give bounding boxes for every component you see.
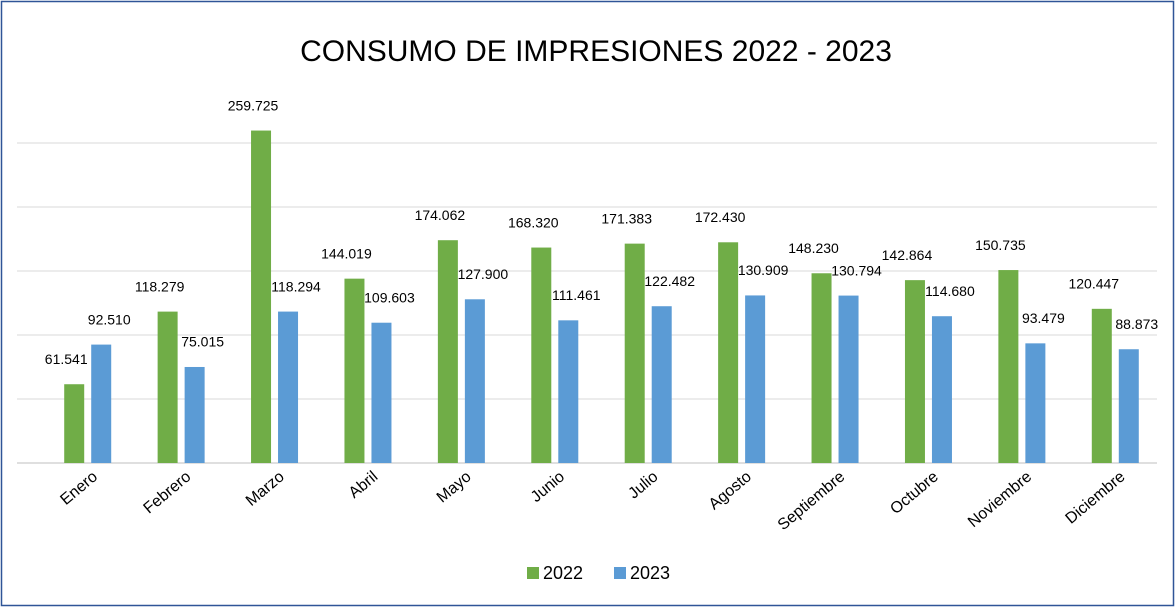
bar <box>91 344 112 463</box>
bar <box>371 322 392 463</box>
data-label: 127.900 <box>458 266 509 282</box>
bar <box>464 299 485 463</box>
data-label: 130.794 <box>831 262 882 278</box>
bar <box>64 384 85 463</box>
data-label: 168.320 <box>508 214 559 230</box>
data-label: 88.873 <box>1115 316 1158 332</box>
legend-label: 2022 <box>543 563 583 583</box>
data-label: 150.735 <box>975 237 1026 253</box>
data-label: 142.864 <box>882 247 933 263</box>
data-label: 92.510 <box>88 311 131 327</box>
data-label: 122.482 <box>644 273 695 289</box>
bar <box>1118 349 1139 463</box>
bar <box>651 306 672 463</box>
data-label: 144.019 <box>321 245 372 261</box>
bar <box>157 311 178 463</box>
data-label: 148.230 <box>788 240 839 256</box>
bar <box>531 247 552 463</box>
bar <box>904 280 925 463</box>
data-label: 171.383 <box>601 210 652 226</box>
bar <box>278 311 299 463</box>
bar <box>558 320 579 463</box>
legend-swatch <box>614 567 626 579</box>
data-label: 174.062 <box>415 207 466 223</box>
bar <box>745 295 766 463</box>
data-label: 130.909 <box>738 262 789 278</box>
chart-title: CONSUMO DE IMPRESIONES 2022 - 2023 <box>300 35 892 68</box>
bar <box>1025 343 1046 463</box>
data-label: 114.680 <box>925 283 975 299</box>
legend-label: 2023 <box>630 563 670 583</box>
bar <box>184 366 205 463</box>
bar <box>931 316 952 463</box>
bar <box>718 242 739 463</box>
bar <box>811 273 832 463</box>
data-label: 109.603 <box>364 289 415 305</box>
bar <box>1091 308 1112 463</box>
legend-swatch <box>527 567 539 579</box>
data-label: 93.479 <box>1022 310 1065 326</box>
bar <box>344 278 365 463</box>
bar <box>838 295 859 463</box>
bar <box>998 270 1019 463</box>
data-label: 118.294 <box>271 278 321 294</box>
data-label: 111.461 <box>552 287 601 303</box>
bar <box>624 243 645 463</box>
data-label: 120.447 <box>1068 276 1119 292</box>
data-label: 172.430 <box>695 209 746 225</box>
bar <box>251 130 272 463</box>
bar <box>437 240 458 463</box>
data-label: 259.725 <box>228 97 279 113</box>
data-label: 75.015 <box>181 334 224 350</box>
data-label: 118.279 <box>135 278 185 294</box>
data-label: 61.541 <box>45 351 88 367</box>
